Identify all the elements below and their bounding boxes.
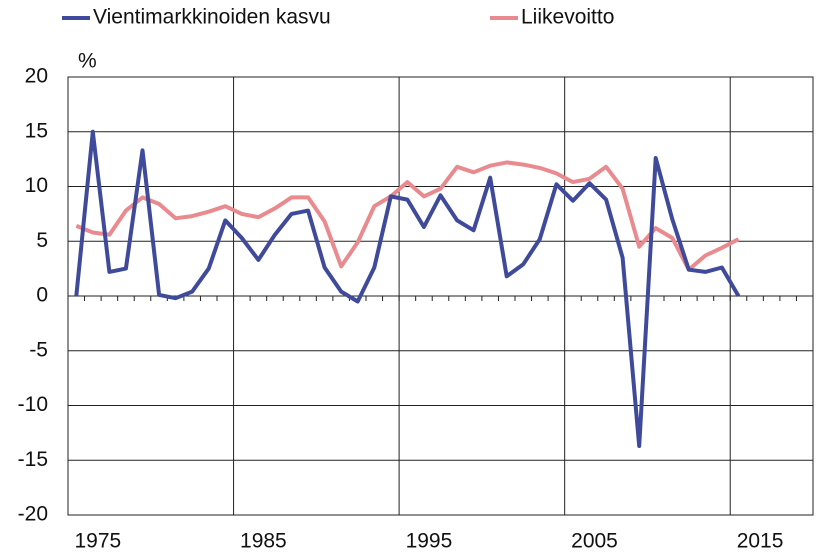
y-unit: % (78, 50, 97, 73)
legend-label: Vientimarkkinoiden kasvu (93, 6, 331, 29)
x-tick-label: 2005 (571, 530, 618, 553)
y-tick-label: -10 (18, 393, 48, 416)
y-tick-label: 0 (36, 284, 48, 307)
x-tick-label: 1995 (406, 530, 453, 553)
y-tick-label: 20 (25, 65, 48, 88)
line-series (74, 129, 741, 448)
x-tick-label: 2015 (737, 530, 784, 553)
y-tick-label: 10 (25, 174, 48, 197)
x-tick-label: 1985 (240, 530, 287, 553)
line-series (75, 160, 740, 272)
y-tick-label: 15 (25, 119, 48, 142)
y-tick-label: -15 (18, 448, 48, 471)
y-tick-label: 5 (36, 229, 48, 252)
y-tick-label: -5 (29, 338, 48, 361)
x-tick-label: 1975 (74, 530, 121, 553)
legend-label: Liikevoitto (521, 6, 614, 29)
y-tick-label: -20 (18, 503, 48, 526)
